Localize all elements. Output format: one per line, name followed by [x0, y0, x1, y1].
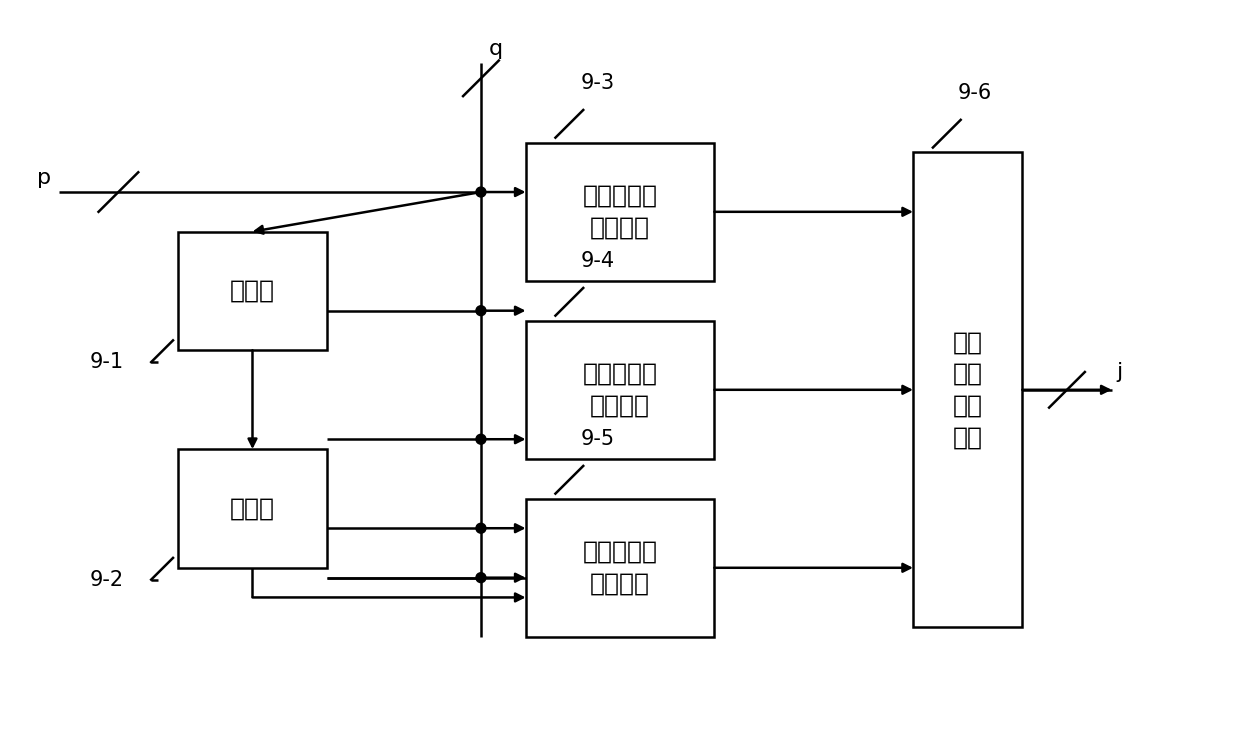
- Bar: [526, 498, 714, 637]
- Bar: [179, 231, 327, 350]
- Text: 误差均方值
计算模块: 误差均方值 计算模块: [583, 184, 657, 240]
- Text: j: j: [1117, 362, 1123, 382]
- Text: 9-4: 9-4: [580, 251, 614, 271]
- Text: 9-1: 9-1: [89, 352, 123, 372]
- Text: 9-6: 9-6: [957, 83, 992, 103]
- Circle shape: [476, 573, 486, 583]
- Text: p: p: [37, 168, 51, 188]
- Text: 误差均方值
计算模块: 误差均方值 计算模块: [583, 362, 657, 417]
- Circle shape: [476, 434, 486, 444]
- Circle shape: [476, 187, 486, 197]
- Circle shape: [476, 523, 486, 533]
- Circle shape: [476, 306, 486, 315]
- Text: 延时
数值
判决
模块: 延时 数值 判决 模块: [952, 330, 982, 449]
- Text: q: q: [489, 39, 503, 59]
- Text: 误差均方值
计算模块: 误差均方值 计算模块: [583, 540, 657, 596]
- Text: 寄存器: 寄存器: [229, 279, 275, 303]
- Bar: [526, 143, 714, 281]
- Text: 9-5: 9-5: [580, 429, 614, 449]
- Bar: [913, 153, 1022, 627]
- Text: 寄存器: 寄存器: [229, 496, 275, 521]
- Text: 9-3: 9-3: [580, 73, 614, 93]
- Bar: [179, 449, 327, 568]
- Bar: [526, 321, 714, 459]
- Text: 9-2: 9-2: [89, 570, 123, 590]
